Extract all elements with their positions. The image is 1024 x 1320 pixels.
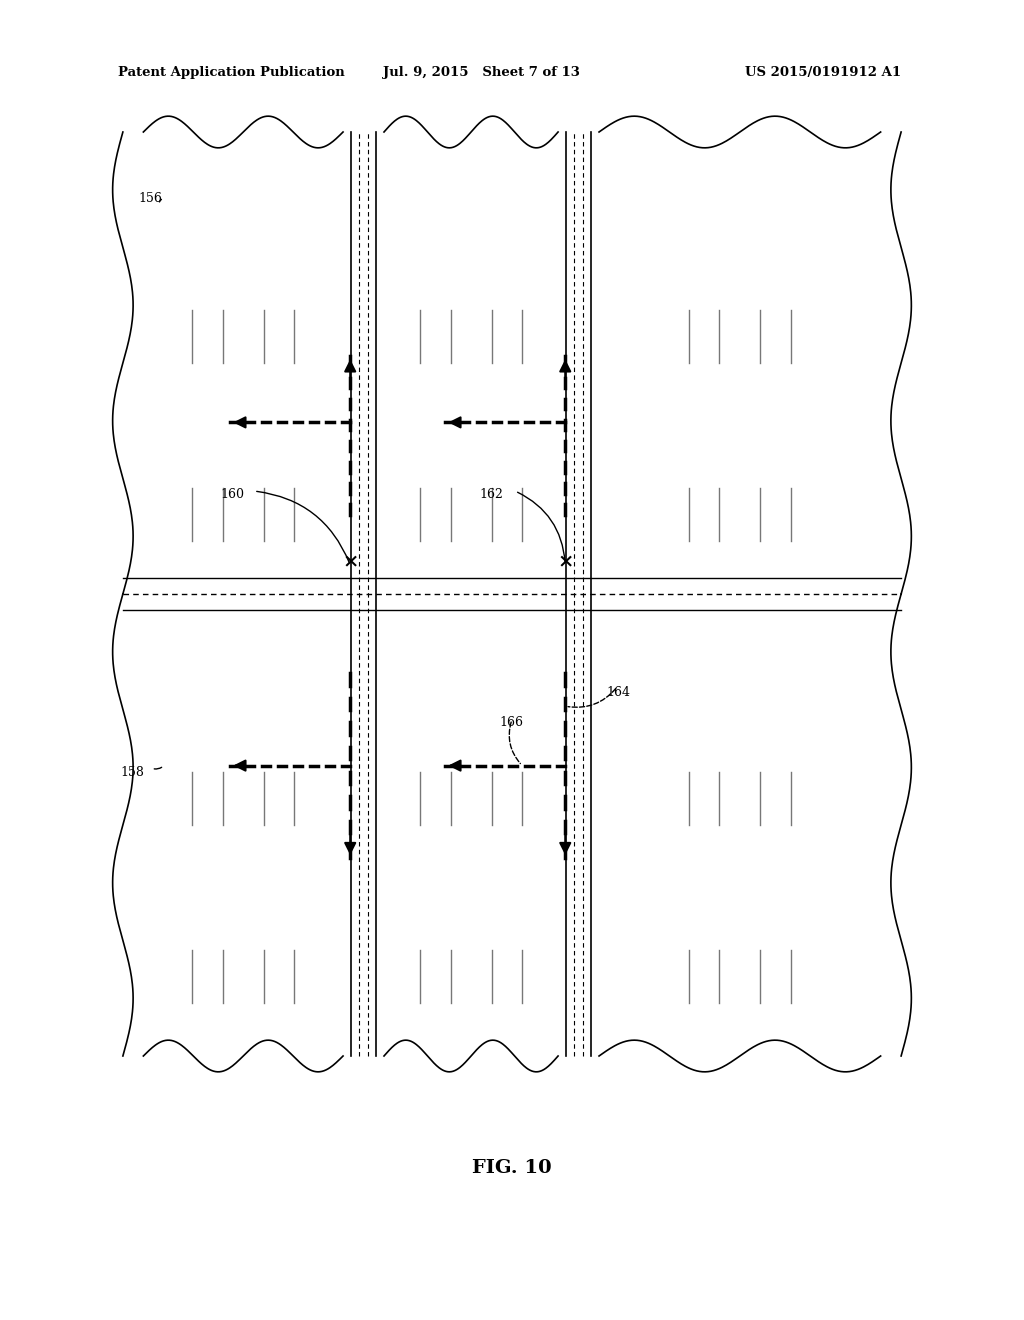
Text: ×: × <box>557 552 573 570</box>
Text: 166: 166 <box>500 715 523 729</box>
Text: 162: 162 <box>479 488 503 502</box>
Text: 164: 164 <box>606 686 630 700</box>
Text: Patent Application Publication: Patent Application Publication <box>118 66 344 79</box>
Text: ×: × <box>342 552 358 570</box>
Text: Jul. 9, 2015   Sheet 7 of 13: Jul. 9, 2015 Sheet 7 of 13 <box>383 66 580 79</box>
Text: 160: 160 <box>220 488 244 502</box>
Text: 156: 156 <box>138 191 162 205</box>
Text: US 2015/0191912 A1: US 2015/0191912 A1 <box>745 66 901 79</box>
Text: 158: 158 <box>121 766 144 779</box>
Text: FIG. 10: FIG. 10 <box>472 1159 552 1177</box>
